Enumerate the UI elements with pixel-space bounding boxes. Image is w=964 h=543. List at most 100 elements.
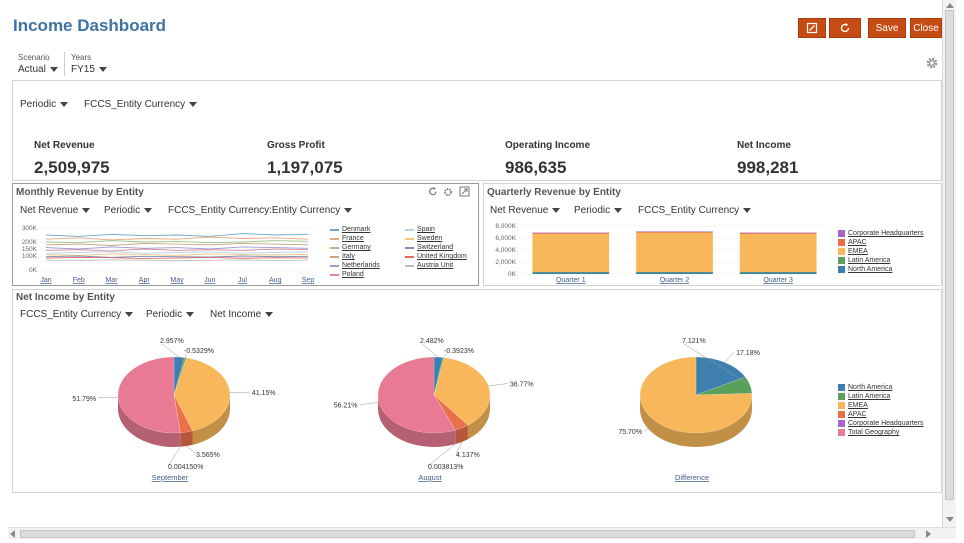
legend-item-corporate-headquarters[interactable]: Corporate Headquarters (838, 419, 938, 428)
pie-slice-apac[interactable] (433, 394, 469, 431)
quarterly-filter-period[interactable]: Periodic (574, 205, 623, 216)
horizontal-scroll-thumb[interactable] (20, 530, 915, 538)
x-tick-label[interactable]: Apr (139, 277, 151, 284)
legend-item-emea[interactable]: EMEA (838, 247, 938, 256)
bar-segment-apac[interactable] (532, 232, 610, 234)
scroll-down-icon[interactable] (946, 517, 954, 522)
legend-item-apac[interactable]: APAC (838, 238, 938, 247)
legend-item-emea[interactable]: EMEA (838, 401, 938, 410)
bar-segment-emea[interactable] (636, 232, 713, 273)
scroll-left-icon[interactable] (10, 530, 15, 538)
legend-item-spain[interactable]: Spain (405, 225, 467, 234)
pie-slice-total-geography[interactable] (117, 356, 181, 434)
bar-segment-emea[interactable] (532, 233, 610, 273)
bar-segment-corporate-headquarters[interactable] (739, 232, 817, 234)
leader-line (98, 396, 119, 399)
monthly-filter-account[interactable]: Net Revenue (20, 205, 91, 216)
monthly-filter-period[interactable]: Periodic (104, 205, 153, 216)
legend-item-germany[interactable]: Germany (330, 243, 380, 252)
legend-item-latin-america[interactable]: Latin America (838, 256, 938, 265)
gear-icon[interactable] (444, 188, 452, 196)
pie-slice-emea[interactable] (639, 356, 753, 434)
bar-segment-north-america[interactable] (532, 272, 610, 275)
kpi-filter-currency[interactable]: FCCS_Entity Currency (84, 99, 198, 110)
vertical-scrollbar[interactable] (942, 0, 956, 527)
x-tick-label[interactable]: Aug (269, 277, 282, 284)
kpi-label-net-income: Net Income (737, 140, 791, 151)
refresh-button[interactable] (829, 18, 861, 38)
leader-line (359, 402, 380, 405)
chevron-down-icon (552, 207, 561, 213)
bar-segment-corporate-headquarters[interactable] (636, 231, 713, 232)
x-tick-label[interactable]: Quarter 2 (660, 277, 690, 284)
legend-item-poland[interactable]: Poland (330, 270, 380, 279)
scenario-selector[interactable]: Scenario Actual (18, 53, 58, 75)
pie-slice-corporate-headquarters[interactable] (173, 394, 181, 434)
legend-swatch (838, 230, 845, 237)
bar-segment-latin-america[interactable] (532, 272, 610, 273)
monthly-filter-currency[interactable]: FCCS_Entity Currency:Entity Currency (168, 205, 353, 216)
pie-slice-emea[interactable] (173, 357, 231, 432)
net-income-filter-currency[interactable]: FCCS_Entity Currency (20, 309, 134, 320)
pie-slice-north-america[interactable] (173, 356, 185, 396)
edit-button[interactable] (798, 18, 826, 38)
horizontal-scrollbar[interactable] (8, 527, 956, 539)
net-income-filter-account[interactable]: Net Income (210, 309, 274, 320)
legend-item-total-geography[interactable]: Total Geography (838, 428, 938, 437)
bar-segment-apac[interactable] (636, 231, 713, 233)
pie-slice-emea[interactable] (433, 357, 491, 426)
pie-slice-total-geography[interactable] (377, 356, 456, 434)
legend-item-france[interactable]: France (330, 234, 380, 243)
legend-item-austria-unit[interactable]: Austria Unit (405, 261, 467, 270)
legend-item-latin-america[interactable]: Latin America (838, 392, 938, 401)
x-tick-label[interactable]: Jan (40, 277, 51, 284)
pie-title-difference[interactable]: Difference (675, 473, 709, 482)
close-button[interactable]: Close (910, 18, 942, 38)
kpi-filter-period[interactable]: Periodic (20, 99, 69, 110)
pie-data-label: 2.957% (160, 338, 184, 345)
bar-segment-north-america[interactable] (739, 272, 817, 275)
net-income-filter-period[interactable]: Periodic (146, 309, 195, 320)
legend-label: United Kingdom (417, 253, 467, 260)
pie-slice-latin-america[interactable] (433, 357, 445, 396)
x-tick-label[interactable]: Jul (238, 277, 247, 284)
x-tick-label[interactable]: Feb (73, 277, 85, 284)
x-tick-label[interactable]: Mar (105, 277, 118, 284)
legend-item-denmark[interactable]: Denmark (330, 225, 380, 234)
x-tick-label[interactable]: May (170, 277, 184, 284)
bar-segment-corporate-headquarters[interactable] (532, 232, 610, 234)
pie-slice-latin-america[interactable] (173, 357, 187, 396)
years-selector[interactable]: Years FY15 (71, 53, 107, 75)
bar-segment-latin-america[interactable] (636, 272, 713, 273)
legend-item-italy[interactable]: Italy (330, 252, 380, 261)
pie-title-september[interactable]: September (152, 473, 189, 482)
x-tick-label[interactable]: Sep (302, 277, 315, 284)
scroll-up-icon[interactable] (946, 3, 954, 8)
refresh-icon[interactable] (429, 187, 437, 196)
legend-item-apac[interactable]: APAC (838, 410, 938, 419)
gear-icon[interactable] (925, 56, 939, 70)
quarterly-filter-currency[interactable]: FCCS_Entity Currency (638, 205, 752, 216)
legend-item-corporate-headquarters[interactable]: Corporate Headquarters (838, 229, 938, 238)
legend-item-switzerland[interactable]: Switzerland (405, 243, 467, 252)
x-tick-label[interactable]: Quarter 3 (763, 277, 793, 284)
legend-item-sweden[interactable]: Sweden (405, 234, 467, 243)
quarterly-filter-account[interactable]: Net Revenue (490, 205, 561, 216)
vertical-scroll-thumb[interactable] (945, 10, 954, 500)
pie-title-august[interactable]: August (418, 473, 442, 482)
bar-segment-emea[interactable] (739, 233, 817, 273)
legend-item-netherlands[interactable]: Netherlands (330, 261, 380, 270)
legend-item-north-america[interactable]: North America (838, 265, 938, 274)
bar-segment-latin-america[interactable] (739, 272, 817, 273)
legend-item-united-kingdom[interactable]: United Kingdom (405, 252, 467, 261)
x-tick-label[interactable]: Quarter 1 (556, 277, 586, 284)
pie-slice-apac[interactable] (173, 394, 193, 434)
scroll-right-icon[interactable] (926, 530, 931, 538)
legend-label: Poland (342, 271, 364, 278)
bar-segment-apac[interactable] (739, 232, 817, 234)
x-tick-label[interactable]: Jun (204, 277, 215, 284)
bar-segment-north-america[interactable] (636, 272, 713, 275)
maximize-icon[interactable] (459, 186, 470, 197)
save-button[interactable]: Save (868, 18, 906, 38)
legend-item-north-america[interactable]: North America (838, 383, 938, 392)
